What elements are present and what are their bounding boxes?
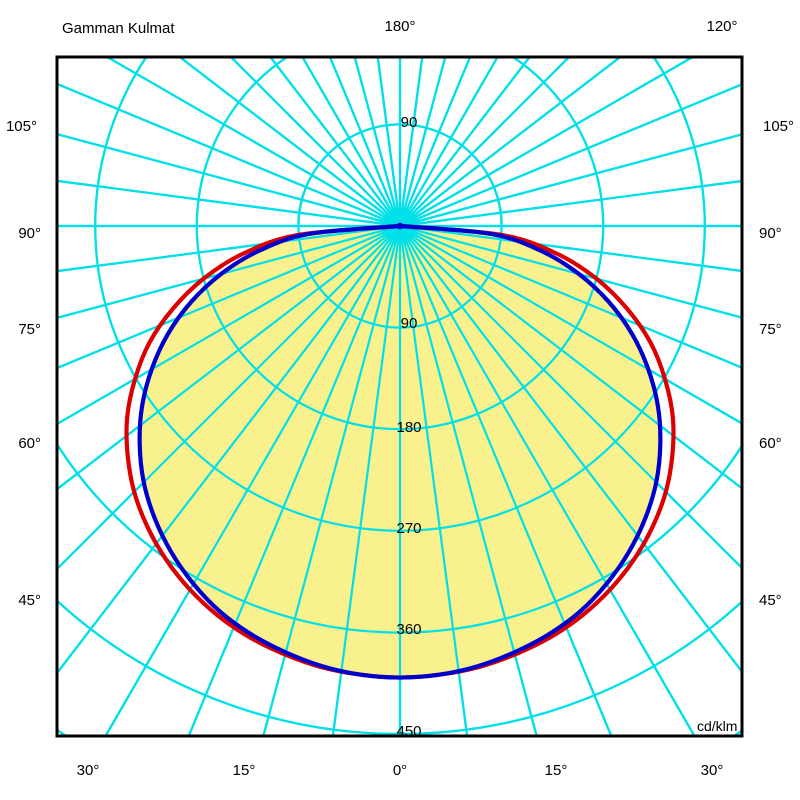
grid-spoke--172.5 <box>376 57 402 227</box>
grid-spoke-165 <box>398 57 447 227</box>
grid-spoke--52.5 <box>57 225 401 491</box>
grid-spoke-45 <box>399 225 742 570</box>
axis-label-top-0: 180° <box>384 18 416 35</box>
axis-label-bottom-3: 15° <box>544 762 568 779</box>
grid-spoke-82.5 <box>399 224 742 273</box>
grid-spoke--150 <box>301 57 401 227</box>
axis-label-bottom-1: 15° <box>232 762 256 779</box>
curve-c90-c270 <box>137 223 663 680</box>
grid-spoke-60 <box>399 225 742 425</box>
grid-spoke--165 <box>353 57 402 227</box>
grid-spoke-172.5 <box>398 57 424 227</box>
grid-spoke-135 <box>399 57 571 227</box>
grid-spoke-157.5 <box>398 57 472 227</box>
grid-ring-450 <box>57 599 742 736</box>
grid-spoke--37.5 <box>57 225 401 675</box>
unit-label: cd/klm <box>697 718 738 734</box>
axis-label-right-3: 60° <box>759 435 782 452</box>
grid-spoke-150 <box>399 57 499 227</box>
axis-label-top-1: 120° <box>706 18 738 35</box>
axis-label-bottom-0: 30° <box>76 762 100 779</box>
grid-spoke-7.5 <box>398 225 469 736</box>
axis-label-right-0: 105° <box>763 118 795 135</box>
axis-label-right-2: 75° <box>759 321 782 338</box>
grid-spoke--157.5 <box>328 57 402 227</box>
grid-spoke--45 <box>57 225 401 571</box>
radial-tick-label-1: 90 <box>400 315 418 332</box>
radial-tick-label-4: 360 <box>396 621 422 638</box>
grid-spoke--75 <box>57 224 401 320</box>
radial-tick-label-0: 90 <box>400 114 418 131</box>
axis-label-right-4: 45° <box>759 592 782 609</box>
axis-label-left-2: 75° <box>18 321 41 338</box>
axis-label-left-3: 60° <box>18 435 41 452</box>
grid-spoke-52.5 <box>399 225 742 490</box>
radial-tick-label-2: 180 <box>396 419 422 436</box>
grid-spoke--135 <box>229 57 401 227</box>
axis-label-bottom-4: 30° <box>700 762 724 779</box>
grid-spoke-105 <box>399 133 742 228</box>
grid-spoke-30 <box>399 225 696 736</box>
page-title: Gamman Kulmat <box>62 20 175 37</box>
plot-frame <box>55 55 744 738</box>
grid-spoke-120 <box>399 57 695 227</box>
axis-label-left-4: 45° <box>18 592 41 609</box>
axis-label-left-1: 90° <box>18 225 41 242</box>
grid-spoke--60 <box>57 225 401 426</box>
grid-spoke--7.5 <box>331 225 402 736</box>
grid-spoke-127.5 <box>399 57 623 227</box>
axis-label-left-0: 105° <box>5 118 37 135</box>
pole-marker <box>396 222 404 230</box>
grid-spoke--112.5 <box>57 82 401 228</box>
grid-spoke-75 <box>399 224 742 319</box>
grid-spoke--97.5 <box>57 179 401 228</box>
grid-spoke-67.5 <box>399 224 742 369</box>
grid-spoke-97.5 <box>399 179 742 228</box>
grid-spoke--22.5 <box>187 225 402 736</box>
grid-spoke-142.5 <box>399 57 532 227</box>
grid-spoke--120 <box>105 57 401 227</box>
axis-label-right-1: 90° <box>759 225 782 242</box>
grid-spoke-112.5 <box>399 83 742 228</box>
grid-spoke--105 <box>57 132 401 228</box>
grid-spoke--127.5 <box>177 57 401 227</box>
radial-tick-label-3: 270 <box>396 520 422 537</box>
grid-spoke--30 <box>104 225 401 736</box>
grid-spoke-37.5 <box>399 225 742 674</box>
grid-spoke--142.5 <box>268 57 401 227</box>
grid-spoke--15 <box>262 225 402 736</box>
grid-spoke-15 <box>398 225 538 736</box>
axis-label-bottom-2: 0° <box>392 762 408 779</box>
grid-spoke--67.5 <box>57 224 401 370</box>
grid-spoke--82.5 <box>57 224 401 273</box>
radial-tick-label-5: 450 <box>396 723 422 740</box>
grid-spoke-22.5 <box>398 225 613 736</box>
